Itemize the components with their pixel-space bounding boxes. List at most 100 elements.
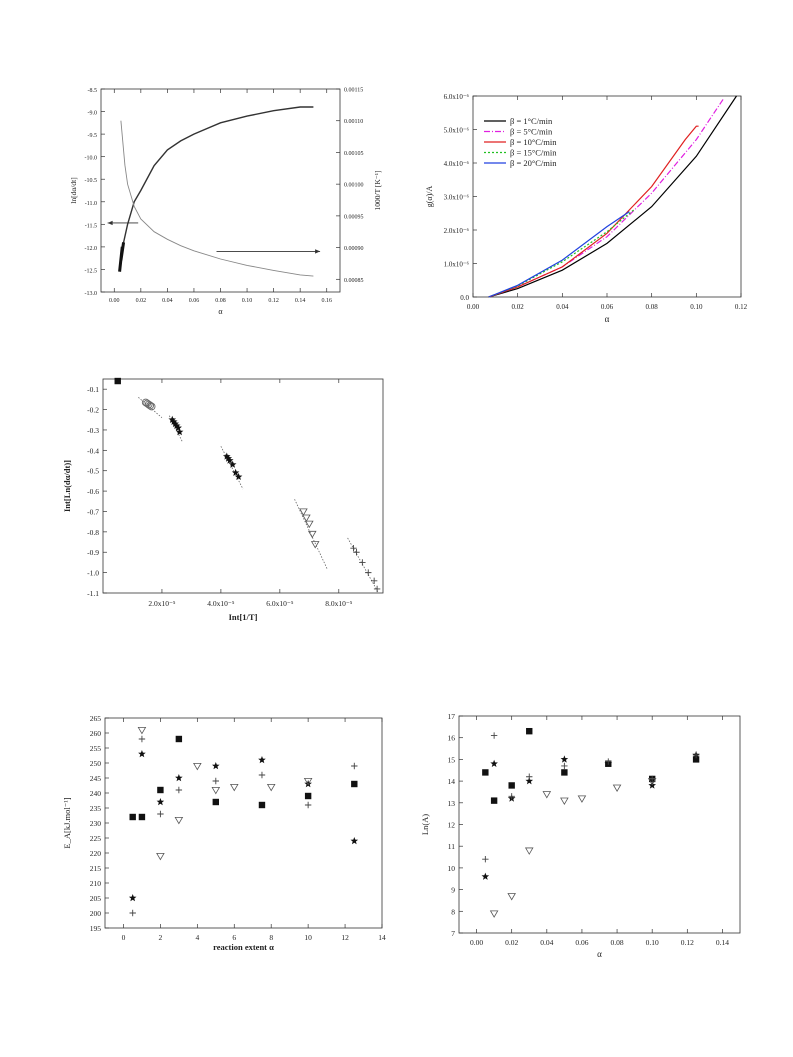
x-tick-label: 0 bbox=[122, 933, 126, 942]
data-point bbox=[171, 419, 180, 428]
x-tick-label: 0.08 bbox=[215, 298, 226, 304]
x-tick-label: 0.02 bbox=[136, 298, 147, 304]
data-point bbox=[138, 750, 146, 758]
y2-tick-label: 0.00095 bbox=[344, 214, 364, 220]
y-axis-label: Int[Ln(dα/dt)] bbox=[62, 460, 72, 512]
y-tick-label: 2.0x10⁻⁶ bbox=[444, 227, 470, 235]
y-tick-label: -0.7 bbox=[87, 507, 99, 516]
x-tick-label: 2 bbox=[159, 933, 163, 942]
x-tick-label: 0.06 bbox=[601, 303, 614, 311]
y-tick-label: 260 bbox=[90, 729, 102, 738]
x-tick-label: 4 bbox=[195, 933, 199, 942]
series-line bbox=[120, 120, 314, 277]
x-tick-label: 4.0x10⁻⁵ bbox=[207, 599, 235, 608]
y-tick-label: -1.0 bbox=[87, 569, 99, 578]
data-point bbox=[490, 759, 498, 767]
data-point bbox=[304, 780, 312, 788]
data-point bbox=[211, 787, 221, 795]
data-point bbox=[560, 797, 569, 806]
data-point bbox=[174, 817, 184, 825]
data-point bbox=[524, 847, 534, 855]
data-point bbox=[365, 569, 372, 576]
data-point bbox=[310, 541, 320, 549]
x-tick-label: 12 bbox=[341, 933, 349, 942]
data-point bbox=[231, 468, 240, 476]
data-point bbox=[481, 872, 490, 880]
data-point bbox=[157, 810, 164, 818]
x-tick-label: 0.12 bbox=[268, 298, 279, 304]
plot-frame bbox=[458, 715, 741, 934]
data-point bbox=[304, 792, 312, 800]
data-point bbox=[212, 798, 219, 806]
data-point bbox=[370, 577, 378, 584]
series-line bbox=[120, 106, 314, 261]
data-point bbox=[258, 756, 266, 764]
data-point bbox=[489, 910, 499, 918]
y-tick-label: -0.3 bbox=[87, 426, 99, 435]
x-tick-label: 10 bbox=[304, 933, 312, 942]
y-axis-label: Ln(A) bbox=[420, 814, 430, 835]
y-tick-label: 4.0x10⁻⁶ bbox=[444, 160, 470, 168]
y-tick-label: 3.0x10⁻⁶ bbox=[444, 194, 470, 202]
data-point bbox=[175, 786, 183, 794]
y-tick-label: 250 bbox=[90, 759, 102, 768]
data-point bbox=[222, 452, 231, 460]
data-point bbox=[258, 771, 266, 779]
data-point bbox=[266, 784, 276, 792]
y-tick-label: 225 bbox=[90, 834, 102, 843]
data-point bbox=[577, 795, 587, 803]
data-point bbox=[490, 797, 498, 804]
x-tick-label: 0.04 bbox=[556, 303, 569, 311]
y-tick-label: -11.0 bbox=[85, 201, 97, 207]
data-point bbox=[228, 460, 237, 468]
data-point bbox=[351, 762, 358, 770]
y-tick-label: 240 bbox=[90, 789, 102, 798]
data-point bbox=[137, 727, 147, 735]
data-point bbox=[146, 401, 155, 410]
data-point bbox=[542, 791, 552, 799]
x-tick-label: 0.12 bbox=[735, 303, 748, 311]
y-tick-label: 6.0x10⁻⁶ bbox=[444, 93, 470, 101]
x-tick-label: 0.10 bbox=[242, 298, 253, 304]
y-tick-label: -0.4 bbox=[87, 446, 99, 455]
x-tick-label: 0.00 bbox=[467, 303, 480, 311]
y-tick-label: -9.5 bbox=[88, 133, 98, 139]
data-point bbox=[224, 454, 233, 462]
y-tick-label: -10.5 bbox=[85, 178, 98, 184]
plot-frame bbox=[102, 378, 384, 594]
x-axis-label: α bbox=[218, 307, 223, 316]
arrow-head bbox=[315, 249, 321, 254]
x-axis-label: α bbox=[605, 314, 610, 324]
plot-frame bbox=[104, 717, 383, 929]
data-point bbox=[490, 732, 498, 739]
arrow-head bbox=[107, 220, 113, 226]
y-tick-label: 205 bbox=[90, 894, 102, 903]
data-point bbox=[303, 778, 313, 786]
data-point bbox=[212, 762, 220, 770]
data-point bbox=[114, 377, 121, 385]
chart-g-alpha-over-a: 0.00 0.02 0.04 0.06 0.08 0.10 0.12 0.0 1.0x10⁻⁶ 2… bbox=[425, 93, 748, 324]
y2-tick-label: 0.00085 bbox=[344, 278, 364, 284]
data-point bbox=[234, 472, 243, 481]
y2-tick-label: 0.00100 bbox=[344, 183, 364, 189]
x-axis-label: α bbox=[597, 949, 602, 959]
y-tick-label: 235 bbox=[90, 804, 102, 813]
data-point bbox=[129, 909, 136, 917]
data-point bbox=[168, 415, 177, 423]
chart-int-ln-rate-vs-int-inverse-t: 2.0x10⁻⁵ 4.0x10⁻⁵ 6.0x10⁻⁵ 8.0x10⁻⁵ -0.1 -0.2… bbox=[62, 377, 384, 622]
y-tick-label: -8.5 bbox=[88, 88, 98, 94]
y-tick-label: -0.1 bbox=[87, 385, 99, 394]
x-axis-label: Int[1/T] bbox=[229, 612, 258, 622]
legend-label: β = 15°C/min bbox=[510, 148, 557, 158]
y-tick-label: 230 bbox=[90, 819, 102, 828]
y-tick-label: -9.0 bbox=[88, 111, 98, 117]
data-point bbox=[258, 801, 266, 809]
chart-ln-a: 0.00 0.02 0.04 0.06 0.08 0.10 0.12 0.14 7 8 9 10 11 1… bbox=[420, 712, 741, 959]
x-tick-label: 0.06 bbox=[575, 938, 588, 947]
y-tick-label: -0.6 bbox=[87, 487, 99, 496]
y-tick-label: -1.1 bbox=[87, 589, 99, 598]
data-point bbox=[350, 837, 359, 845]
x-tick-label: 8.0x10⁻⁵ bbox=[325, 599, 353, 608]
x-tick-label: 0.08 bbox=[611, 938, 624, 947]
x-tick-label: 2.0x10⁻⁵ bbox=[148, 599, 176, 608]
